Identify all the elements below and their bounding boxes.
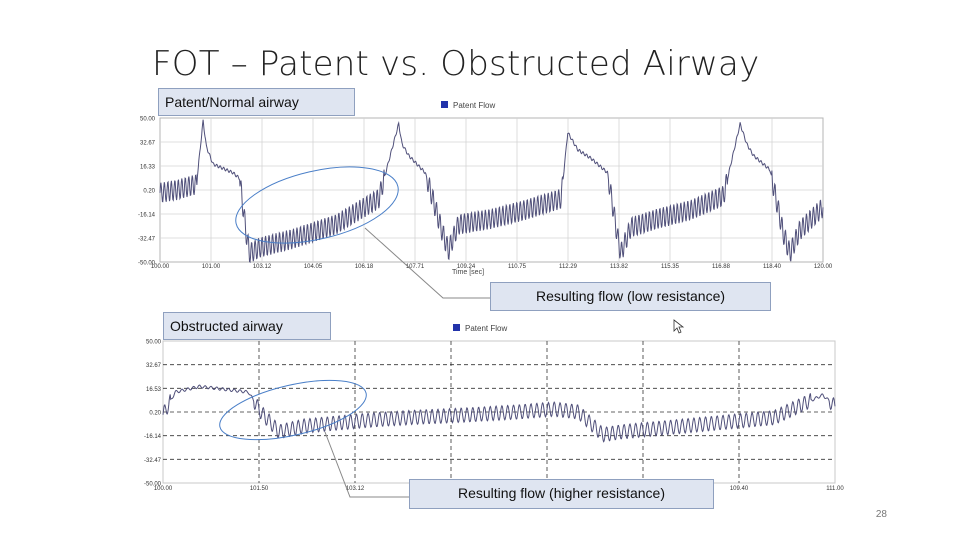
patent-flow-chart: 50.00 32.67 16.33 0.20 -16.14 -32.47 -50.00 10…	[138, 101, 833, 299]
obstructed-y-tick-label: -32.47	[144, 458, 162, 464]
obstructed-x-tick-label: 103.12	[346, 486, 365, 492]
obstructed-result-label: Resulting flow (higher resistance)	[409, 479, 714, 509]
patent-legend-label: Patent Flow	[453, 101, 495, 110]
obstructed-callout-leader	[324, 431, 410, 498]
patent-y-tick-labels: 50.00 32.67 16.33 0.20 -16.14 -32.47 -50.00	[138, 117, 156, 267]
patent-x-tick-label: 118.40	[763, 264, 782, 270]
obstructed-y-tick-label: -50.00	[144, 482, 162, 488]
obstructed-x-tick-label: 100.00	[154, 486, 173, 492]
patent-x-tick-label: 100.00	[151, 264, 170, 270]
patent-flow-line	[159, 119, 824, 264]
patent-callout-leader	[364, 227, 490, 299]
patent-y-tick-label: -16.14	[138, 213, 156, 219]
obstructed-y-tick-label: 16.53	[146, 387, 162, 393]
patent-y-tick-label: 0.20	[143, 189, 155, 195]
obstructed-flow-chart: 50.00 32.67 16.53 0.20 -16.14 -32.47 -50.00 10…	[144, 319, 844, 498]
patent-x-axis-label: Time [sec]	[452, 269, 484, 276]
patent-highlight-ellipse	[235, 166, 399, 244]
patent-x-tick-label: 109.24	[457, 264, 476, 270]
patent-x-tick-label: 101.00	[202, 264, 221, 270]
patent-x-tick-label: 107.71	[406, 264, 425, 270]
patent-x-tick-label: 103.12	[253, 264, 272, 270]
obstructed-x-tick-label: 111.00	[826, 486, 844, 492]
obstructed-y-tick-label: -16.14	[144, 434, 162, 440]
patent-y-tick-label: -32.47	[138, 237, 156, 243]
obstructed-legend-marker	[453, 324, 460, 331]
patent-x-tick-label: 106.18	[355, 264, 374, 270]
obstructed-flow-line	[162, 384, 836, 443]
obstructed-legend-label: Patent Flow	[465, 324, 507, 333]
patent-x-tick-labels: 100.00 101.00 103.12 104.05 106.18 107.71 109.…	[151, 264, 833, 270]
obstructed-highlight-ellipse	[219, 379, 367, 441]
patent-y-tick-label: 16.33	[140, 165, 156, 171]
obstructed-x-tick-label: 101.50	[250, 486, 269, 492]
obstructed-x-tick-label: 109.40	[730, 486, 749, 492]
obstructed-grid	[163, 341, 835, 483]
obstructed-y-tick-label: 32.67	[146, 363, 162, 369]
patent-x-tick-label: 113.82	[610, 264, 629, 270]
patent-y-tick-label: 50.00	[140, 117, 156, 123]
mouse-cursor-icon	[673, 319, 685, 334]
patent-x-tick-label: 115.35	[661, 264, 680, 270]
patent-y-tick-label: 32.67	[140, 141, 156, 147]
patent-legend-marker	[441, 101, 448, 108]
obstructed-y-tick-label: 0.20	[149, 411, 161, 417]
slide-title: FOT – Patent vs. Obstructed Airway	[152, 44, 760, 84]
patent-x-tick-label: 120.00	[814, 264, 833, 270]
page-number: 28	[875, 509, 887, 520]
patent-result-label: Resulting flow (low resistance)	[490, 282, 771, 311]
obstructed-y-tick-labels: 50.00 32.67 16.53 0.20 -16.14 -32.47 -50.00	[144, 340, 162, 488]
patent-x-tick-label: 112.29	[559, 264, 578, 270]
patent-airway-label: Patent/Normal airway	[158, 88, 355, 116]
obstructed-y-tick-label: 50.00	[146, 340, 162, 346]
patent-x-tick-label: 104.05	[304, 264, 323, 270]
patent-x-tick-label: 110.75	[508, 264, 527, 270]
obstructed-airway-label: Obstructed airway	[163, 312, 331, 340]
patent-y-tick-label: -50.00	[138, 261, 156, 267]
patent-x-tick-label: 116.88	[712, 264, 731, 270]
